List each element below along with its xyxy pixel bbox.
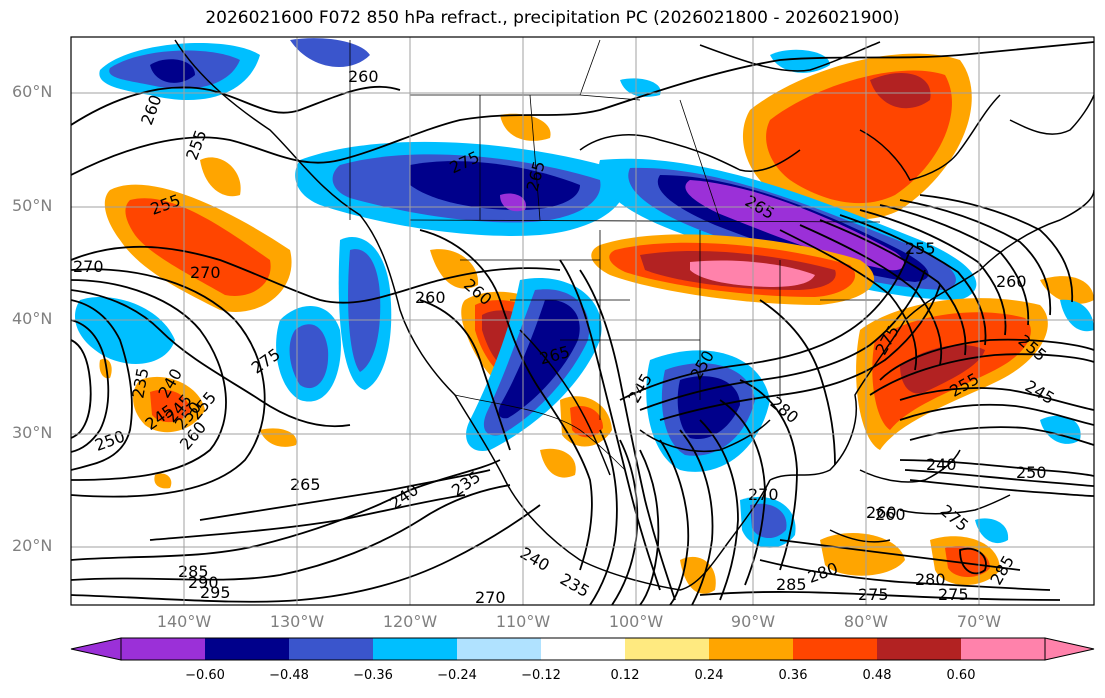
colorbar-segment (709, 638, 793, 660)
contour-label: 270 (190, 263, 221, 282)
colorbar-tick-label: −0.48 (269, 668, 309, 683)
contour-label: 290 (188, 573, 219, 592)
lon-label: 140°W (156, 612, 212, 631)
shaded-fields (75, 38, 1094, 594)
contour-label: 275 (938, 585, 969, 604)
colorbar-segment (961, 638, 1045, 660)
contour-label: 275 (858, 585, 889, 604)
colorbar-tick-label: 0.12 (610, 668, 640, 683)
colorbar-tick-label: 0.48 (862, 668, 892, 683)
colorbar-segment (121, 638, 205, 660)
colorbar-tick-label: −0.60 (185, 668, 225, 683)
colorbar-segment (457, 638, 541, 660)
contour-label: 260 (875, 505, 906, 524)
colorbar-segment (625, 638, 709, 660)
colorbar-segment (877, 638, 961, 660)
colorbar-tick-label: 0.36 (778, 668, 808, 683)
contour-label: 260 (415, 288, 446, 307)
lon-label: 110°W (495, 612, 551, 631)
colorbar-segment (289, 638, 373, 660)
lat-label: 20°N (12, 536, 53, 555)
contour-label: 255 (905, 239, 936, 258)
contour-label: 250 (1016, 463, 1047, 482)
colorbar-segment (541, 638, 625, 660)
colorbar-extend-max (1044, 637, 1095, 661)
colorbar-tick-label: −0.36 (353, 668, 393, 683)
contour-lines (71, 41, 1094, 605)
lat-label: 60°N (12, 82, 53, 101)
plot-frame (70, 36, 1095, 606)
colorbar-segment (373, 638, 457, 660)
contour-label: 280 (915, 570, 946, 589)
lon-label: 100°W (608, 612, 664, 631)
lon-label: 70°W (956, 612, 1002, 631)
contour-label: 270 (475, 588, 506, 607)
lon-label: 90°W (730, 612, 776, 631)
colorbar-tick-label: 0.24 (694, 668, 724, 683)
contour-label: 260 (996, 272, 1027, 291)
lat-label: 30°N (12, 423, 53, 442)
contour-label: 270 (73, 257, 104, 276)
colorbar-segment (205, 638, 289, 660)
borders (349, 39, 881, 471)
colorbar-tick-label: −0.12 (521, 668, 561, 683)
contour-label: 265 (290, 475, 321, 494)
contour-label: 285 (178, 562, 209, 581)
contour-label: 295 (200, 583, 231, 602)
lon-label: 130°W (269, 612, 325, 631)
colorbar-extend-min (70, 637, 122, 661)
lon-label: 120°W (382, 612, 438, 631)
graticule (71, 37, 1094, 605)
lon-label: 80°W (843, 612, 889, 631)
contour-label: 270 (748, 485, 779, 504)
map-plot-area: 260 260 255 255 275 265 270 270 260 260 … (71, 37, 1094, 607)
map-title: 2026021600 F072 850 hPa refract., precip… (205, 8, 900, 28)
contour-label: 240 (926, 455, 957, 474)
colorbar-segment (793, 638, 877, 660)
contour-label: 285 (776, 575, 807, 594)
contour-label: 260 (866, 503, 897, 522)
lat-label: 40°N (12, 309, 53, 328)
colorbar-tick-label: 0.60 (946, 668, 976, 683)
colorbar-tick-label: −0.24 (437, 668, 477, 683)
lat-label: 50°N (12, 196, 53, 215)
colorbar (70, 637, 1095, 661)
contour-label: 260 (348, 67, 379, 86)
